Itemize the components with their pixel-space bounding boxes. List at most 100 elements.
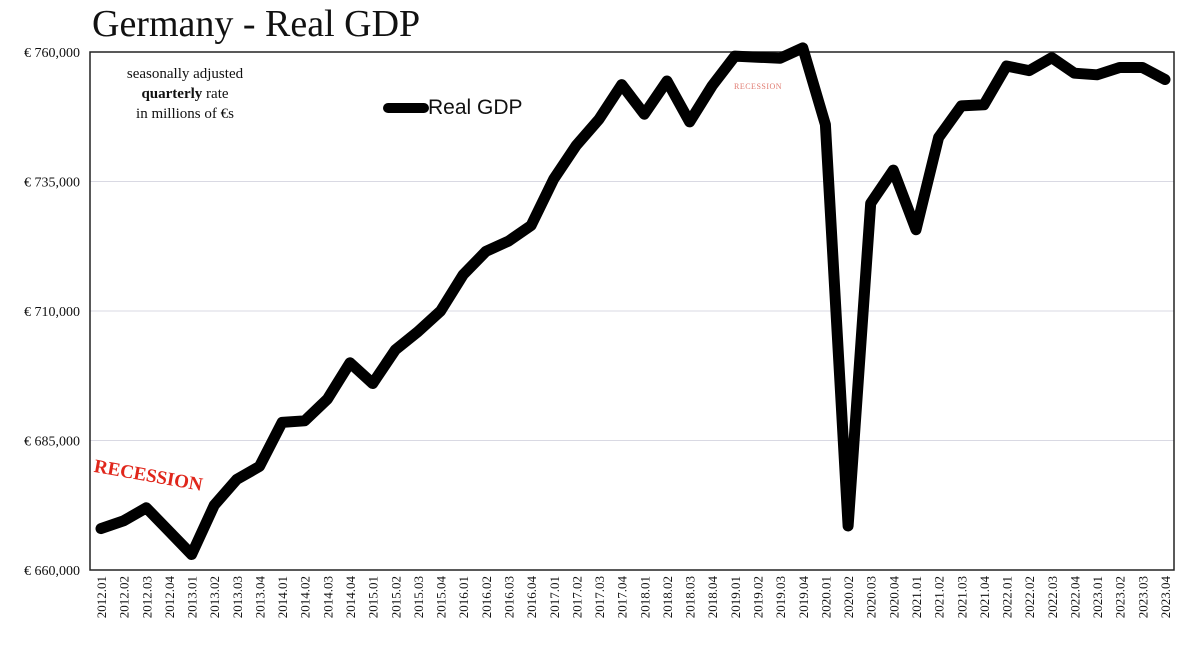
x-tick-label: 2013.04 — [252, 576, 267, 619]
data-point-2020.02 — [846, 523, 851, 528]
x-tick-label: 2023.04 — [1158, 576, 1173, 619]
x-tick-label: 2012.02 — [117, 576, 132, 618]
y-tick-label: € 710,000 — [24, 305, 80, 320]
x-tick-label: 2017.02 — [569, 576, 584, 618]
data-point-2015.01 — [370, 381, 375, 386]
x-tick-label: 2014.04 — [343, 576, 358, 619]
data-point-2012.04 — [166, 529, 171, 534]
legend-label-real-gdp: Real GDP — [428, 96, 523, 119]
x-tick-label: 2018.04 — [705, 576, 720, 619]
data-point-2013.03 — [234, 477, 239, 482]
data-point-2020.03 — [868, 201, 873, 206]
data-point-2014.03 — [325, 397, 330, 402]
data-point-2017.03 — [597, 117, 602, 122]
x-tick-label: 2015.02 — [388, 576, 403, 618]
data-point-2018.01 — [642, 112, 647, 117]
data-point-2019.04 — [800, 45, 805, 50]
data-point-2016.03 — [506, 239, 511, 244]
data-point-2012.03 — [144, 505, 149, 510]
x-tick-label: 2016.03 — [501, 576, 516, 618]
x-tick-label: 2022.02 — [1022, 576, 1037, 618]
data-point-2023.01 — [1095, 72, 1100, 77]
x-tick-label: 2014.02 — [298, 576, 313, 618]
data-point-2022.02 — [1027, 68, 1032, 73]
data-point-2015.03 — [415, 329, 420, 334]
data-point-2021.01 — [913, 227, 918, 232]
data-point-2022.01 — [1004, 63, 1009, 68]
x-tick-label: 2017.01 — [547, 576, 562, 618]
note-line-3: in millions of €s — [136, 106, 234, 122]
data-point-2014.04 — [348, 360, 353, 365]
x-tick-label: 2012.03 — [139, 576, 154, 618]
x-tick-label: 2012.04 — [162, 576, 177, 619]
x-axis-ticks: 2012.01 2012.02 2012.03 2012.04 2013.01 2013.… — [94, 576, 1173, 619]
note-line-2: quarterly rate — [90, 86, 280, 103]
x-tick-label: 2014.03 — [320, 576, 335, 618]
data-point-2021.04 — [981, 102, 986, 107]
series-layer — [95, 42, 1171, 560]
data-point-2017.04 — [619, 82, 624, 87]
y-tick-label: € 660,000 — [24, 564, 80, 579]
data-point-2019.03 — [778, 56, 783, 61]
x-tick-label: 2013.03 — [230, 576, 245, 618]
data-point-2017.01 — [551, 176, 556, 181]
x-tick-label: 2022.04 — [1067, 576, 1082, 619]
x-tick-label: 2013.01 — [185, 576, 200, 618]
x-tick-label: 2021.04 — [977, 576, 992, 619]
grid-lines — [90, 181, 1174, 441]
data-point-2023.03 — [1140, 65, 1145, 70]
recession-annotation-2019: RECESSION — [734, 82, 783, 91]
data-point-2014.01 — [280, 420, 285, 425]
data-point-2014.02 — [302, 418, 307, 423]
data-point-2017.02 — [574, 143, 579, 148]
x-tick-label: 2021.01 — [909, 576, 924, 618]
plot-area-border — [89, 51, 1175, 571]
x-tick-label: 2019.02 — [751, 576, 766, 618]
x-tick-label: 2017.03 — [592, 576, 607, 618]
x-tick-label: 2016.01 — [456, 576, 471, 618]
x-tick-label: 2019.03 — [773, 576, 788, 618]
x-tick-label: 2016.02 — [479, 576, 494, 618]
data-point-2016.04 — [529, 223, 534, 228]
data-point-2013.02 — [212, 503, 217, 508]
x-tick-label: 2014.01 — [275, 576, 290, 618]
x-tick-label: 2020.03 — [864, 576, 879, 618]
data-point-2012.02 — [121, 518, 126, 523]
data-point-2018.02 — [664, 79, 669, 84]
x-tick-label: 2022.03 — [1045, 576, 1060, 618]
x-tick-label: 2018.03 — [683, 576, 698, 618]
data-point-2021.02 — [936, 135, 941, 140]
x-tick-label: 2015.04 — [434, 576, 449, 619]
data-point-2019.01 — [732, 54, 737, 59]
x-tick-label: 2013.02 — [207, 576, 222, 618]
x-tick-label: 2021.02 — [932, 576, 947, 618]
x-tick-label: 2019.01 — [728, 576, 743, 618]
y-tick-label: € 760,000 — [24, 46, 80, 61]
y-tick-label: € 735,000 — [24, 176, 80, 191]
note-line-2-bold: quarterly — [141, 86, 203, 102]
data-point-2016.01 — [461, 272, 466, 277]
y-axis-ticks: € 760,000 € 735,000 € 710,000 € 685,000 € 66… — [24, 46, 80, 579]
x-tick-label: 2018.01 — [637, 576, 652, 618]
data-point-2018.03 — [687, 119, 692, 124]
data-point-2022.03 — [1049, 55, 1054, 60]
x-tick-label: 2020.04 — [886, 576, 901, 619]
data-point-2019.02 — [755, 55, 760, 60]
x-tick-label: 2020.01 — [818, 576, 833, 618]
note-line-2-rest: rate — [202, 86, 229, 102]
data-point-2023.04 — [1163, 77, 1167, 82]
data-point-2012.01 — [99, 526, 103, 531]
note-line-1: seasonally adjusted — [126, 66, 244, 82]
data-point-2021.03 — [959, 103, 964, 108]
x-tick-label: 2023.01 — [1090, 576, 1105, 618]
x-tick-label: 2021.03 — [954, 576, 969, 618]
x-tick-label: 2016.04 — [524, 576, 539, 619]
x-tick-label: 2020.02 — [841, 576, 856, 618]
x-tick-label: 2019.04 — [796, 576, 811, 619]
data-point-2023.02 — [1117, 65, 1122, 70]
x-tick-label: 2017.04 — [615, 576, 630, 619]
data-point-2018.04 — [710, 83, 715, 88]
data-point-2015.02 — [393, 347, 398, 352]
x-tick-label: 2012.01 — [94, 576, 109, 618]
